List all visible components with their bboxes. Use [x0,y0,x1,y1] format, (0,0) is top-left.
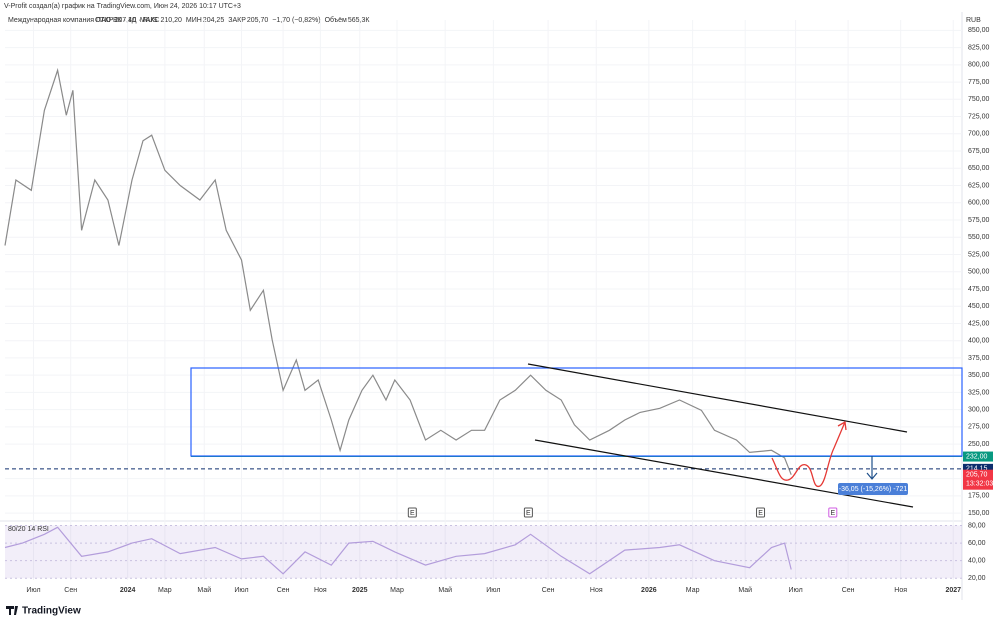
event-marker [756,507,766,518]
y-tick-label: 575,00 [968,217,990,224]
y-tick-label: 650,00 [968,165,990,172]
countdown: 13:32:03 [966,481,993,488]
y-tick-label: 400,00 [968,338,990,345]
y-tick-label: 325,00 [968,389,990,396]
rsi-tick-label: 20,00 [968,575,986,582]
rsi-tick-label: 40,00 [968,558,986,565]
y-tick-label: 550,00 [968,234,990,241]
ohlc-value: 205,70 [247,17,269,24]
event-label: E [758,510,763,517]
x-tick-label: Мар [158,587,172,594]
x-tick-label: Июл [234,587,248,594]
volume-label: Объём [325,16,347,24]
y-tick-label: 525,00 [968,251,990,258]
ohlc-label: ЗАКР [228,17,246,24]
measure-label: -36,05 (-15,26%) -721 [839,486,908,493]
price-label: 205,70 [966,472,988,479]
y-tick-label: 375,00 [968,355,990,362]
x-tick-label: Мар [686,587,700,594]
range-box [190,367,963,457]
price-line [4,67,792,475]
ohlc-value: 207,40 [114,17,136,24]
logo: TradingView [6,606,81,617]
y-tick-label: 775,00 [968,79,990,86]
y-tick-label: 275,00 [968,424,990,431]
y-tick-label: 600,00 [968,200,990,207]
x-tick-label: 2025 [352,587,368,594]
price-label-box [963,463,993,474]
channel-bottom [534,439,914,508]
rsi-title: 80/20 14 RSI [8,526,49,533]
y-tick-label: 475,00 [968,286,990,293]
y-tick-label: 450,00 [968,303,990,310]
x-tick-label: Сен [842,587,855,594]
x-tick-label: Май [197,586,211,594]
x-tick-label: Сен [542,587,555,594]
change: −1,70 (−0,82%) [272,17,320,24]
price-label: 214,15 [966,466,988,473]
y-tick-label: 750,00 [968,96,990,103]
y-tick-label: 725,00 [968,113,990,120]
channel-top [527,363,908,433]
logo-icon [6,606,18,615]
ohlc-label: МИН [186,17,202,24]
brand: TradingView [22,606,81,617]
x-tick-label: Ноя [314,587,327,594]
forecast-arrow [837,420,847,431]
y-tick-label: 300,00 [968,406,990,413]
ohlc-value: 210,20 [160,17,182,24]
x-tick-label: 2026 [641,587,657,594]
x-tick-label: Июл [26,587,40,594]
y-tick-label: 825,00 [968,44,990,51]
event-label: E [830,510,835,517]
measure-arrow-head [866,472,878,480]
price-label-box [963,451,993,462]
x-tick-label: Май [438,586,452,594]
forecast-path [771,421,846,488]
y-tick-label: 850,00 [968,27,990,34]
x-tick-label: Ноя [894,587,907,594]
rsi-tick-label: 60,00 [968,540,986,547]
plot: ОТКР 207,40 МАКС 210,20 МИН 204,25 ЗАКР 205,70−… [4,16,990,594]
currency: RUB [966,17,981,24]
y-tick-label: 700,00 [968,131,990,138]
x-tick-label: 2024 [120,587,136,594]
ohlc-label: МАКС [140,17,160,24]
rsi-line [4,526,792,575]
x-tick-label: 2027 [945,587,961,594]
price-label: 232,00 [966,453,988,460]
event-marker [523,507,533,518]
x-tick-label: Ноя [590,587,603,594]
y-tick-label: 625,00 [968,182,990,189]
event-label: E [410,510,415,517]
x-tick-label: Сен [64,587,77,594]
x-tick-label: Май [738,586,752,594]
event-label: E [526,510,531,517]
y-tick-label: 800,00 [968,62,990,69]
ohlc-value: 204,25 [203,17,225,24]
y-tick-label: 250,00 [968,441,990,448]
y-tick-label: 175,00 [968,493,990,500]
y-tick-label: 350,00 [968,372,990,379]
y-tick-label: 150,00 [968,510,990,517]
symbol: Международная компания ПАО ВК · 1Д · RUS [8,17,158,24]
x-tick-label: Сен [277,587,290,594]
event-marker [828,507,838,518]
y-tick-label: 500,00 [968,269,990,276]
attribution: V-Profit создал(а) график на TradingView… [4,3,241,10]
measure-box [838,483,908,495]
rsi-tick-label: 80,00 [968,522,986,529]
x-tick-label: Июл [788,587,802,594]
x-tick-label: Мар [390,587,404,594]
volume-value: 565,3К [348,17,371,24]
x-tick-label: Июл [486,587,500,594]
event-marker [407,507,417,518]
ohlc-label: ОТКР [95,17,114,24]
rsi-band [5,525,962,579]
y-tick-label: 425,00 [968,320,990,327]
price-label-box [963,469,993,490]
y-tick-label: 675,00 [968,148,990,155]
